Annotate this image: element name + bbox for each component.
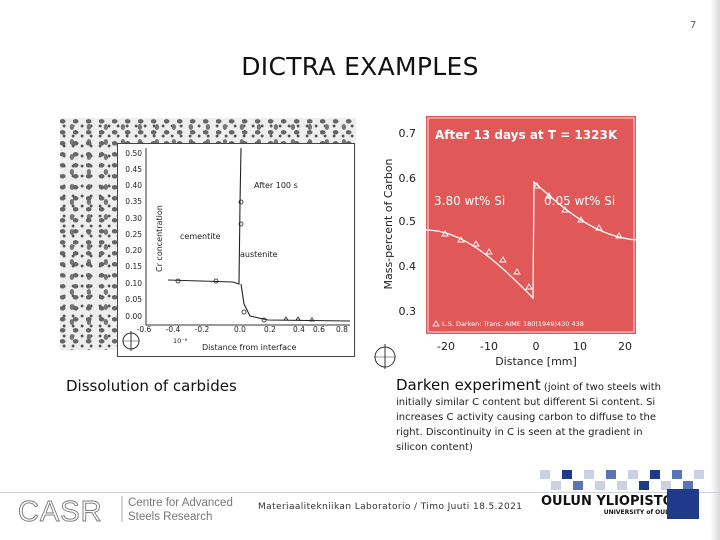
right-data-point xyxy=(513,268,521,275)
page-number: 7 xyxy=(690,20,697,31)
right-xtick: 20 xyxy=(618,340,632,353)
right-ytick: 0.5 xyxy=(399,215,417,228)
left-data-point xyxy=(295,316,301,321)
left-annotation-time: After 100 s xyxy=(254,181,298,190)
left-ytick: 0.00 xyxy=(125,312,142,321)
left-ytick: 0.50 xyxy=(125,149,142,158)
university-brand-box xyxy=(667,489,699,519)
left-xtick: 0.2 xyxy=(264,325,276,334)
slide-title: DICTRA EXAMPLES xyxy=(241,52,479,81)
left-data-point xyxy=(309,317,315,322)
left-xtick: -0.2 xyxy=(195,325,210,334)
right-data-point xyxy=(595,224,603,231)
left-figure-icon xyxy=(122,331,140,351)
left-ytick: 0.40 xyxy=(125,181,142,190)
footer-text: Materiaalitekniikan Laboratorio / Timo J… xyxy=(258,502,523,512)
university-logo: OULUN YLIOPISTO UNIVERSITY of OULU xyxy=(541,494,674,516)
right-data-point xyxy=(441,230,449,237)
right-data-point xyxy=(545,192,553,199)
left-ytick: 0.10 xyxy=(125,279,142,288)
right-xtick: 10 xyxy=(573,340,587,353)
right-figure-icon xyxy=(374,344,396,369)
chromium-profile-plot: 0.50 0.45 0.40 0.35 0.30 0.25 0.20 0.15 … xyxy=(117,143,355,357)
right-ytick: 0.4 xyxy=(399,260,417,273)
casr-line1: Centre for Advanced xyxy=(128,497,233,509)
left-ytick: 0.45 xyxy=(125,165,142,174)
casr-logo: CASR Centre for Advanced Steels Research xyxy=(18,492,258,529)
right-caption-title: Darken experiment xyxy=(396,376,541,394)
right-ylabel: Mass-percent of Carbon xyxy=(382,158,395,289)
right-xlabel: Distance [mm] xyxy=(495,355,577,368)
university-name: OULUN YLIOPISTO xyxy=(541,494,674,509)
left-caption: Dissolution of carbides xyxy=(66,377,237,395)
carbon-profile-plot: 0.7 0.6 0.5 0.4 0.3 -20 -10 0 10 20 Dist… xyxy=(378,112,643,370)
left-data-point xyxy=(213,278,219,284)
right-plot-title: After 13 days at T = 1323K xyxy=(435,128,618,142)
left-xtick: 0.4 xyxy=(293,325,305,334)
left-ytick: 0.20 xyxy=(125,246,142,255)
right-xtick: 0 xyxy=(533,340,540,353)
left-label-cementite: cementite xyxy=(180,232,221,241)
left-ytick: 0.15 xyxy=(125,262,142,271)
left-data-point xyxy=(175,278,181,284)
left-data-point xyxy=(283,316,289,321)
casr-logo-text: CASR xyxy=(18,496,103,526)
left-xlabel: Distance from interface xyxy=(202,343,296,352)
left-data-point xyxy=(238,221,244,227)
right-legend: L.S. Darken: Trans. AIME 180(1949)430 43… xyxy=(442,320,584,328)
right-label-high-si: 3.80 wt% Si xyxy=(434,194,505,208)
left-label-austenite: austenite xyxy=(240,250,278,259)
slide-edge-shadow xyxy=(710,0,720,540)
footer-rule xyxy=(0,492,720,493)
right-data-point xyxy=(561,206,569,213)
right-data-point xyxy=(485,248,493,255)
left-ytick: 0.05 xyxy=(125,295,142,304)
left-ytick: 0.30 xyxy=(125,214,142,223)
right-ytick: 0.7 xyxy=(399,127,417,140)
right-xtick: -10 xyxy=(480,340,498,353)
right-data-point xyxy=(615,232,623,239)
right-data-point xyxy=(525,283,533,290)
right-legend-marker xyxy=(432,320,440,327)
right-xtick: -20 xyxy=(437,340,455,353)
university-sub: UNIVERSITY of OULU xyxy=(603,509,674,516)
right-caption-body: (joint of two steels with initially simi… xyxy=(396,382,661,453)
right-label-low-si: 0.05 wt% Si xyxy=(544,194,615,208)
left-xtick: -0.6 xyxy=(137,325,152,334)
right-ytick: 0.3 xyxy=(399,305,417,318)
left-data-point xyxy=(241,309,247,315)
right-caption: Darken experiment (joint of two steels w… xyxy=(396,378,668,455)
left-xtick: -0.4 xyxy=(166,325,181,334)
right-data-point xyxy=(533,182,541,189)
left-ytick: 0.35 xyxy=(125,197,142,206)
right-data-point xyxy=(499,256,507,263)
decorative-squares xyxy=(520,462,720,492)
right-data-point xyxy=(472,240,480,247)
left-ylabel: Cr concentration xyxy=(155,205,164,272)
left-data-point xyxy=(261,317,267,323)
left-axes xyxy=(145,148,350,326)
casr-line2: Steels Research xyxy=(128,511,212,523)
left-data-point xyxy=(238,199,244,205)
right-data-point xyxy=(577,216,585,223)
left-xtick: 0.8 xyxy=(336,325,348,334)
left-xtick: 0.6 xyxy=(313,325,325,334)
right-ytick: 0.6 xyxy=(399,172,417,185)
left-xtick: 0.0 xyxy=(234,325,246,334)
left-x-factor: 10⁻⁶ xyxy=(173,337,188,345)
left-ytick: 0.25 xyxy=(125,230,142,239)
right-data-point xyxy=(457,236,465,243)
